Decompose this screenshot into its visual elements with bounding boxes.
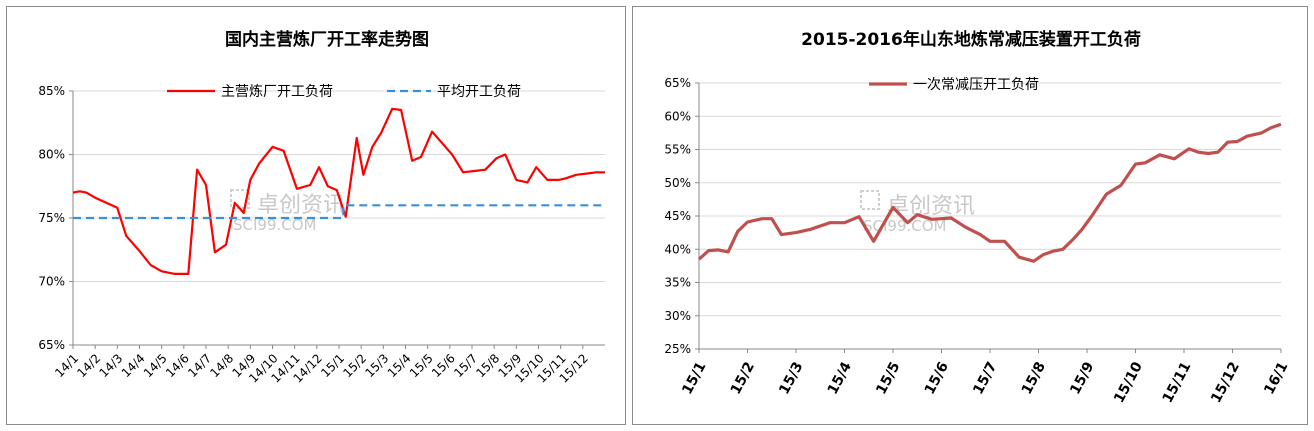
x-tick-label: 15/6 — [429, 351, 458, 380]
y-tick-label: 50% — [664, 176, 691, 190]
y-tick-label: 75% — [38, 211, 65, 225]
x-tick-label: 15/5 — [873, 359, 903, 397]
x-tick-label: 14/6 — [163, 351, 192, 380]
legend-label: 一次常减压开工负荷 — [913, 77, 1039, 93]
y-tick-label: 35% — [664, 276, 691, 290]
x-tick-label: 15/8 — [473, 351, 502, 380]
legend-label: 主营炼厂开工负荷 — [221, 84, 333, 100]
y-tick-label: 65% — [38, 338, 65, 352]
watermark-brand: 卓创资讯 — [257, 193, 345, 218]
y-tick-label: 70% — [38, 275, 65, 289]
y-tick-label: 60% — [664, 109, 691, 123]
y-tick-label: 85% — [38, 84, 65, 98]
chart-title: 2015-2016年山东地炼常减压装置开工负荷 — [801, 29, 1141, 50]
series-line — [72, 107, 605, 275]
chart-right-svg: 2015-2016年山东地炼常减压装置开工负荷 25% 30% 35% 40% 45% 50… — [664, 29, 1291, 406]
chart-panel-left: 国内主营炼厂开工率走势图 65% 70% 75% 80% 85% 14/1 14/2 14/3 1… — [6, 6, 626, 425]
x-tick-label: 15/11 — [1160, 359, 1195, 405]
x-tick-label: 14/2 — [74, 351, 103, 380]
x-tick-label: 15/1 — [679, 359, 709, 397]
y-tick-label: 45% — [664, 209, 691, 223]
x-tick-label: 15/3 — [776, 359, 806, 397]
x-tick-label: 15/10 — [1111, 359, 1146, 406]
x-tick-label: 15/7 — [451, 351, 480, 380]
y-tick-label: 25% — [664, 342, 691, 356]
x-tick-label: 14/1 — [52, 351, 81, 380]
watermark-site: SCI99.COM — [233, 216, 317, 234]
y-tick-label: 55% — [664, 143, 691, 157]
x-tick-label: 15/1 — [318, 351, 347, 380]
x-tick-label: 16/1 — [1261, 359, 1291, 397]
legend-label: 平均开工负荷 — [437, 84, 521, 100]
y-tick-label: 65% — [664, 76, 691, 90]
x-tick-label: 15/3 — [362, 351, 391, 380]
x-tick-label: 14/7 — [185, 351, 214, 380]
y-tick-label: 80% — [38, 148, 65, 162]
x-tick-label: 15/7 — [970, 359, 1000, 397]
x-tick-label: 15/9 — [1067, 359, 1097, 397]
x-tick-label: 15/4 — [385, 351, 414, 380]
chart-title: 国内主营炼厂开工率走势图 — [225, 29, 429, 50]
x-tick-label: 15/6 — [922, 359, 952, 397]
series-line — [697, 122, 1282, 263]
x-tick-label: 15/2 — [728, 359, 758, 397]
watermark-logo-icon — [860, 190, 880, 210]
x-tick-label: 14/3 — [96, 351, 125, 380]
x-tick-label: 15/5 — [407, 351, 436, 380]
chart-panel-right: 2015-2016年山东地炼常减压装置开工负荷 25% 30% 35% 40% 45% 50… — [632, 6, 1308, 425]
x-tick-label: 15/12 — [1208, 359, 1243, 405]
y-tick-label: 30% — [664, 309, 691, 323]
x-tick-label: 15/4 — [825, 359, 855, 397]
x-tick-label: 14/4 — [119, 351, 148, 380]
x-tick-label: 14/5 — [141, 351, 170, 380]
y-tick-label: 40% — [664, 242, 691, 256]
x-tick-label: 14/8 — [207, 351, 236, 380]
series-line — [73, 204, 605, 220]
chart-left-svg: 国内主营炼厂开工率走势图65%70%75%80%85%14/114/214/31… — [38, 29, 605, 386]
x-tick-label: 15/2 — [340, 351, 369, 380]
x-tick-label: 15/8 — [1019, 359, 1049, 397]
